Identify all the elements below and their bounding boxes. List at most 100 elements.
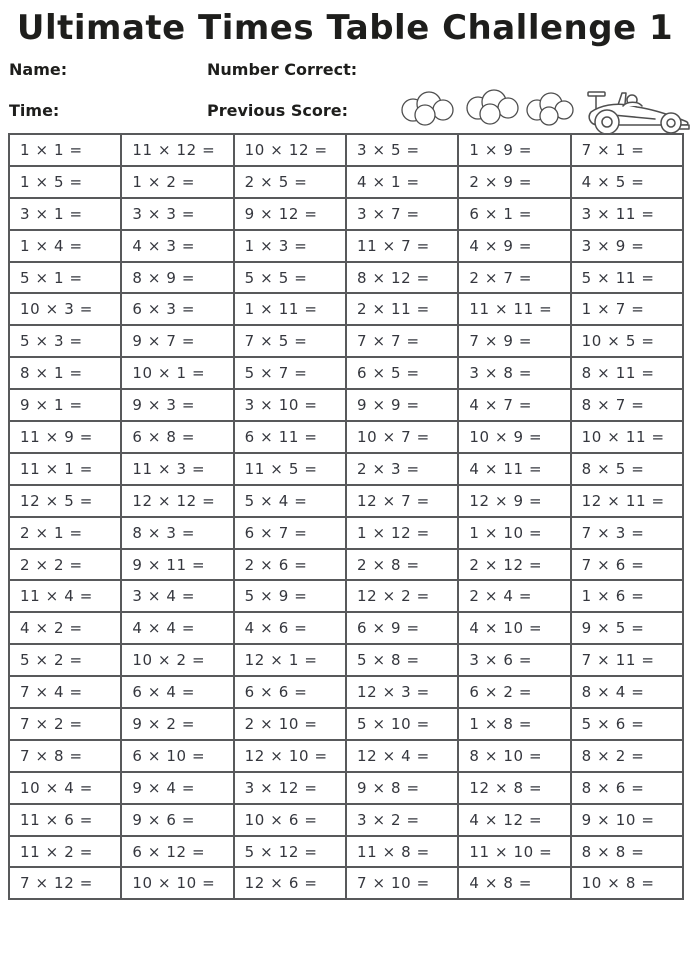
- problem-cell: 1 × 3 =: [232, 228, 347, 263]
- problem-cell: 10 × 3 =: [7, 292, 123, 327]
- problem-cell: 2 × 5 =: [232, 164, 347, 199]
- problem-cell: 5 × 8 =: [344, 643, 460, 678]
- problem-cell: 7 × 9 =: [457, 324, 572, 359]
- problem-cell: 10 × 6 =: [232, 802, 347, 837]
- problem-cell: 8 × 12 =: [344, 260, 460, 295]
- problem-cell: 3 × 1 =: [7, 196, 123, 231]
- problem-cell: 6 × 5 =: [344, 356, 460, 391]
- problem-cell: 4 × 7 =: [457, 388, 572, 423]
- problem-cell: 9 × 11 =: [120, 547, 235, 582]
- problem-cell: 9 × 9 =: [344, 388, 460, 423]
- problem-cell: 1 × 10 =: [457, 515, 572, 550]
- problem-cell: 2 × 10 =: [232, 707, 347, 741]
- problem-cell: 11 × 4 =: [7, 579, 123, 614]
- problem-cell: 12 × 11 =: [569, 483, 685, 518]
- problem-cell: 1 × 9 =: [457, 133, 572, 167]
- problem-cell: 6 × 10 =: [120, 738, 235, 773]
- problem-cell: 5 × 11 =: [569, 260, 685, 295]
- problem-cell: 2 × 8 =: [344, 547, 460, 582]
- problem-cell: 3 × 6 =: [457, 643, 572, 678]
- problem-cell: 12 × 12 =: [120, 483, 235, 518]
- problem-cell: 8 × 7 =: [569, 388, 685, 423]
- problem-cell: 4 × 12 =: [457, 802, 572, 837]
- table-row: 4 × 2 = 4 × 4 = 4 × 6 = 6 × 9 = 4 × 10 = 9 × …: [7, 611, 685, 646]
- problem-cell: 11 × 12 =: [120, 133, 235, 167]
- problem-cell: 3 × 10 =: [232, 388, 347, 423]
- problem-cell: 1 × 1 =: [7, 133, 123, 167]
- problem-cell: 8 × 10 =: [457, 738, 572, 773]
- problem-cell: 5 × 3 =: [7, 324, 123, 359]
- problem-cell: 4 × 11 =: [457, 451, 572, 486]
- problem-cell: 7 × 12 =: [7, 866, 123, 901]
- problem-cell: 2 × 6 =: [232, 547, 347, 582]
- problem-cell: 9 × 10 =: [569, 802, 685, 837]
- problem-cell: 4 × 6 =: [232, 611, 347, 646]
- problem-cell: 2 × 4 =: [457, 579, 572, 614]
- problem-cell: 4 × 3 =: [120, 228, 235, 263]
- table-row: 7 × 8 = 6 × 10 = 12 × 10 = 12 × 4 = 8 × 10 =…: [7, 738, 685, 773]
- problem-cell: 11 × 6 =: [7, 802, 123, 837]
- problem-cell: 3 × 11 =: [569, 196, 685, 231]
- problem-cell: 11 × 11 =: [457, 292, 572, 327]
- problem-cell: 6 × 12 =: [120, 834, 235, 869]
- problem-cell: 5 × 10 =: [344, 707, 460, 741]
- problem-cell: 2 × 12 =: [457, 547, 572, 582]
- problem-cell: 7 × 6 =: [569, 547, 685, 582]
- problem-cell: 3 × 9 =: [569, 228, 685, 263]
- problem-cell: 1 × 6 =: [569, 579, 685, 614]
- problem-cell: 1 × 5 =: [7, 164, 123, 199]
- table-row: 11 × 1 = 11 × 3 = 11 × 5 = 2 × 3 = 4 × 11 = 8…: [7, 451, 685, 486]
- problem-cell: 6 × 4 =: [120, 675, 235, 710]
- problem-cell: 12 × 10 =: [232, 738, 347, 773]
- problem-cell: 2 × 9 =: [457, 164, 572, 199]
- problem-cell: 2 × 7 =: [457, 260, 572, 295]
- table-row: 2 × 2 = 9 × 11 = 2 × 6 = 2 × 8 = 2 × 12 = 7 ×…: [7, 547, 685, 582]
- problem-cell: 1 × 7 =: [569, 292, 685, 327]
- problem-cell: 2 × 11 =: [344, 292, 460, 327]
- problem-cell: 3 × 3 =: [120, 196, 235, 231]
- problem-cell: 3 × 8 =: [457, 356, 572, 391]
- problem-cell: 6 × 8 =: [120, 420, 235, 454]
- table-row: 10 × 4 = 9 × 4 = 3 × 12 = 9 × 8 = 12 × 8 = 8 …: [7, 770, 685, 805]
- problem-cell: 8 × 11 =: [569, 356, 685, 391]
- problem-cell: 7 × 5 =: [232, 324, 347, 359]
- race-car-icon: [401, 89, 690, 135]
- problem-cell: 12 × 9 =: [457, 483, 572, 518]
- problem-cell: 8 × 9 =: [120, 260, 235, 295]
- table-row: 11 × 2 = 6 × 12 = 5 × 12 = 11 × 8 = 11 × 10 …: [7, 834, 685, 869]
- problem-cell: 3 × 12 =: [232, 770, 347, 805]
- problem-cell: 8 × 4 =: [569, 675, 685, 710]
- problem-cell: 12 × 7 =: [344, 483, 460, 518]
- table-row: 7 × 12 = 10 × 10 = 12 × 6 = 7 × 10 = 4 × 8 =…: [7, 866, 685, 901]
- problem-cell: 6 × 1 =: [457, 196, 572, 231]
- problem-cell: 5 × 9 =: [232, 579, 347, 614]
- problem-cell: 6 × 7 =: [232, 515, 347, 550]
- table-row: 7 × 4 = 6 × 4 = 6 × 6 = 12 × 3 = 6 × 2 = 8 × …: [7, 675, 685, 710]
- problem-cell: 10 × 7 =: [344, 420, 460, 454]
- problem-cell: 6 × 6 =: [232, 675, 347, 710]
- table-row: 1 × 5 = 1 × 2 = 2 × 5 = 4 × 1 = 2 × 9 = 4 × 5…: [7, 164, 685, 199]
- table-row: 5 × 3 = 9 × 7 = 7 × 5 = 7 × 7 = 7 × 9 = 10 × …: [7, 324, 685, 359]
- problem-cell: 10 × 2 =: [120, 643, 235, 678]
- table-row: 12 × 5 = 12 × 12 = 5 × 4 = 12 × 7 = 12 × 9 =…: [7, 483, 685, 518]
- table-row: 5 × 2 = 10 × 2 = 12 × 1 = 5 × 8 = 3 × 6 = 7 ×…: [7, 643, 685, 678]
- problem-cell: 12 × 2 =: [344, 579, 460, 614]
- problem-cell: 8 × 2 =: [569, 738, 685, 773]
- table-row: 3 × 1 = 3 × 3 = 9 × 12 = 3 × 7 = 6 × 1 = 3 × …: [7, 196, 685, 231]
- problem-cell: 3 × 7 =: [344, 196, 460, 231]
- problem-cell: 10 × 5 =: [569, 324, 685, 359]
- problem-cell: 8 × 5 =: [569, 451, 685, 486]
- problem-cell: 2 × 3 =: [344, 451, 460, 486]
- problem-cell: 5 × 5 =: [232, 260, 347, 295]
- problem-cell: 1 × 11 =: [232, 292, 347, 327]
- problem-cell: 10 × 10 =: [120, 866, 235, 901]
- problem-cell: 4 × 1 =: [344, 164, 460, 199]
- problem-cell: 9 × 5 =: [569, 611, 685, 646]
- problem-cell: 9 × 6 =: [120, 802, 235, 837]
- problem-cell: 5 × 7 =: [232, 356, 347, 391]
- problem-cell: 12 × 1 =: [232, 643, 347, 678]
- problem-cell: 10 × 11 =: [569, 420, 685, 454]
- problem-cell: 4 × 8 =: [457, 866, 572, 901]
- table-row: 9 × 1 = 9 × 3 = 3 × 10 = 9 × 9 = 4 × 7 = 8 × …: [7, 388, 685, 423]
